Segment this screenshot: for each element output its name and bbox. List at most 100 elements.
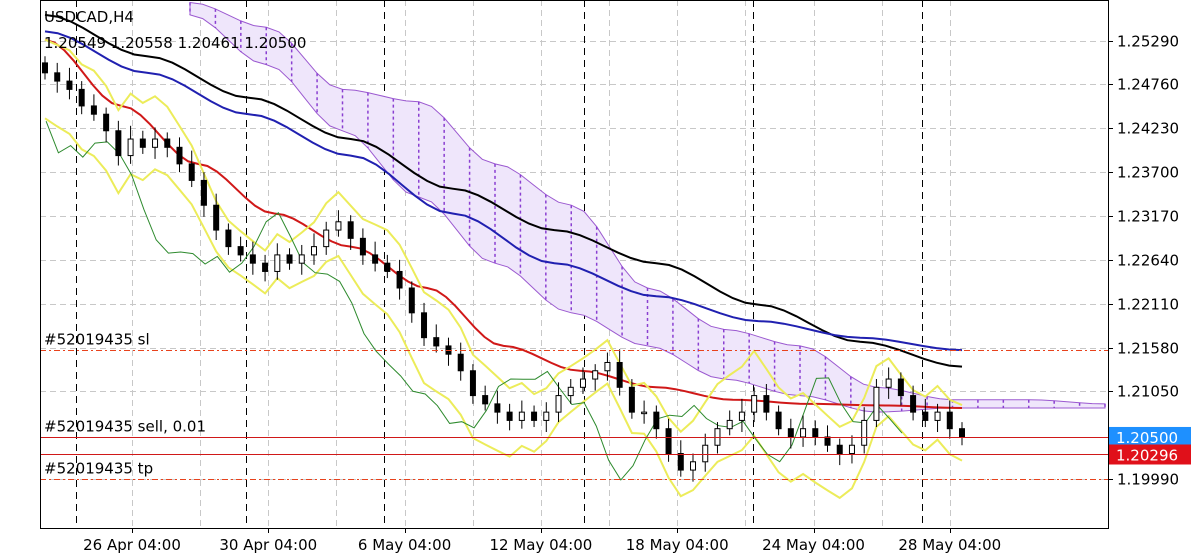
bear-candle (628, 386, 635, 413)
y-tick-label: 1.25290 (1117, 33, 1179, 51)
y-tick-label: 1.21580 (1117, 340, 1179, 358)
bull-candle (592, 370, 599, 380)
bull-candle (323, 229, 330, 248)
bear-candle (763, 395, 770, 413)
bear-candle (494, 403, 501, 413)
bear-candle (115, 130, 122, 157)
bear-candle (482, 395, 489, 405)
bull-candle (726, 419, 733, 430)
bull-candle (800, 428, 807, 438)
sma-red-line (44, 38, 963, 409)
x-tick-label: 18 May 04:00 (626, 536, 729, 554)
bear-candle (262, 262, 269, 272)
bull-candle (738, 411, 745, 421)
bear-candle (836, 444, 843, 455)
symbol-label: USDCAD,H4 (44, 8, 134, 26)
bull-candle (714, 428, 721, 446)
bear-candle (359, 237, 366, 256)
cloud-band (189, 1, 1106, 413)
bear-candle (103, 113, 110, 132)
bear-candle (677, 453, 684, 471)
bear-candle (433, 337, 440, 347)
bear-candle (922, 411, 929, 421)
bear-candle (78, 88, 85, 107)
indicator-lines (44, 13, 963, 500)
bear-candle (139, 138, 146, 148)
bear-candle (775, 411, 782, 430)
bear-candle (787, 428, 794, 438)
bear-candle (347, 221, 354, 239)
lagging-line (45, 121, 903, 481)
bull-candle (567, 386, 574, 397)
bear-candle (54, 72, 61, 82)
bear-candle (812, 428, 819, 438)
x-tick-label: 28 May 04:00 (898, 536, 1001, 554)
y-tick-label: 1.24760 (1117, 76, 1179, 94)
bull-candle (641, 411, 648, 415)
y-tick-label: 1.22110 (1117, 296, 1179, 314)
bull-candle (518, 411, 525, 421)
bear-candle (66, 80, 73, 90)
bull-candle (604, 361, 611, 372)
bear-candle (531, 411, 538, 421)
y-tick-label: 1.23170 (1117, 208, 1179, 226)
bear-candle (665, 428, 672, 455)
bull-candle (310, 246, 317, 256)
x-tick-label: 24 May 04:00 (762, 536, 865, 554)
bear-candle (653, 411, 660, 430)
bear-candle (421, 312, 428, 339)
bear-candle (408, 287, 415, 314)
order-label: #52019435 sell, 0.01 (44, 418, 206, 436)
bull-candle (873, 386, 880, 421)
bear-candle (90, 105, 97, 115)
ask-price-text: 1.20296 (1116, 447, 1178, 465)
time-axis[interactable]: 26 Apr 04:00 30 Apr 04:00 6 May 04:00 12 Ma… (83, 528, 1001, 554)
bear-candle (506, 411, 513, 421)
y-tick-label: 1.24230 (1117, 120, 1179, 138)
y-tick-label: 1.19990 (1117, 471, 1179, 489)
bear-candle (897, 378, 904, 397)
bear-candle (286, 254, 293, 264)
bear-candle (946, 411, 953, 430)
bear-candle (200, 179, 207, 206)
bear-candle (372, 254, 379, 264)
bear-candle (959, 428, 965, 438)
order-label: #52019435 tp (44, 460, 153, 478)
bear-candle (457, 353, 464, 372)
bear-candle (225, 229, 232, 248)
y-tick-label: 1.21050 (1117, 383, 1179, 401)
bid-price-tag (1109, 426, 1191, 447)
bull-candle (934, 411, 941, 421)
band-lower (44, 117, 963, 500)
x-tick-label: 6 May 04:00 (358, 536, 451, 554)
bull-candle (579, 378, 586, 388)
bear-candle (237, 246, 244, 256)
bull-candle (702, 444, 709, 463)
y-tick-label: 1.22640 (1117, 252, 1179, 270)
bear-candle (176, 146, 183, 165)
price-axis[interactable]: 1.25290 1.24760 1.24230 1.23700 1.23170 1.226… (1108, 33, 1179, 489)
bear-candle (188, 163, 195, 181)
bull-candle (751, 395, 758, 413)
bear-candle (42, 62, 48, 74)
bull-candle (274, 254, 281, 272)
bull-candle (335, 221, 342, 231)
ohlc-header: 1.20549 1.20558 1.20461 1.20500 (44, 34, 306, 52)
bull-candle (885, 378, 892, 388)
bear-candle (396, 270, 403, 289)
bear-candle (616, 361, 623, 388)
bull-candle (848, 444, 855, 455)
x-tick-label: 26 Apr 04:00 (83, 536, 181, 554)
sma-blue-line (44, 30, 963, 352)
order-lines: #52019435 sl #52019435 sell, 0.01 #5201943… (40, 331, 1108, 480)
bear-candle (213, 204, 220, 231)
bear-candle (469, 370, 476, 397)
bull-candle (555, 395, 562, 413)
bear-candle (384, 262, 391, 272)
bull-candle (861, 419, 868, 446)
bear-candle (824, 436, 831, 446)
bear-candle (249, 254, 256, 264)
bull-candle (690, 461, 697, 471)
